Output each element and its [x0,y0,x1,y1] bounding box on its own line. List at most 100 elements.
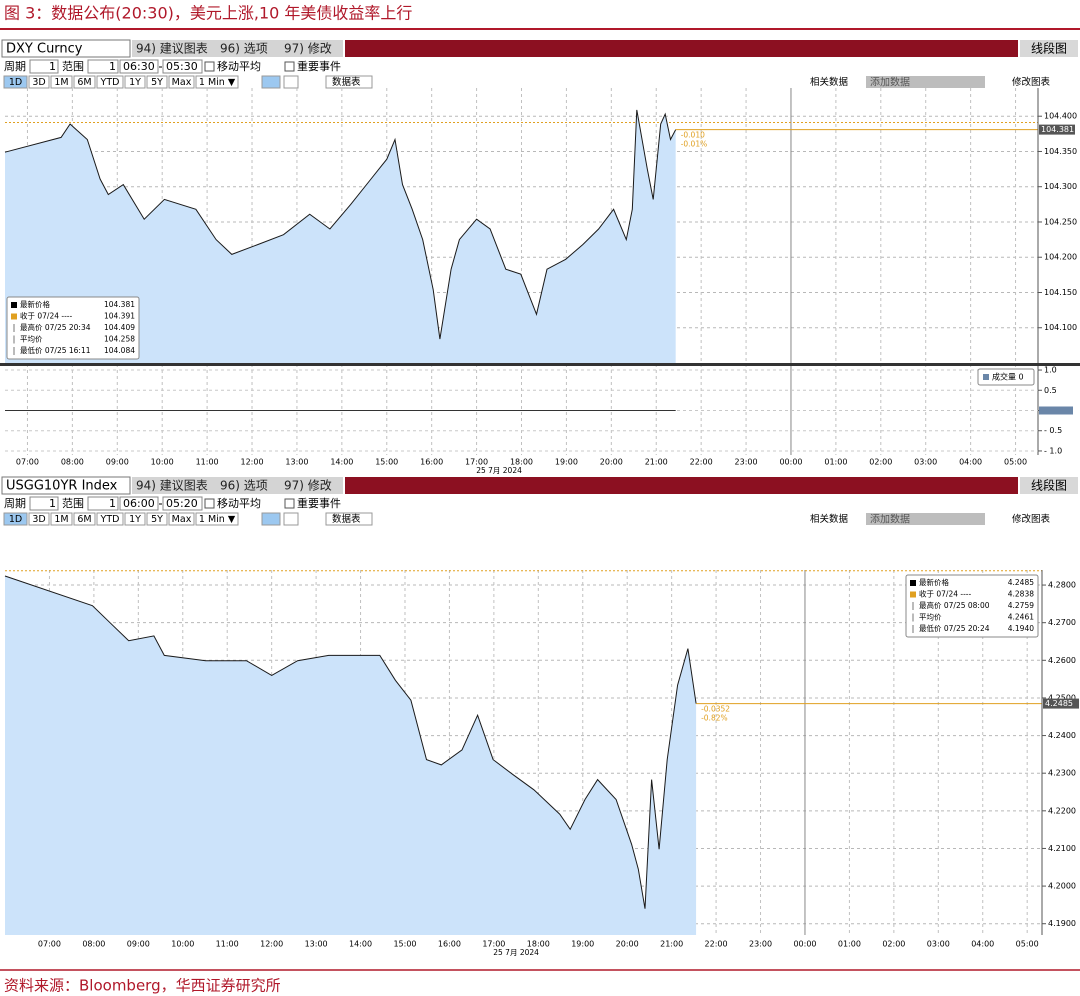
price-line [4,109,677,340]
range-end: 05:30 [166,60,198,73]
period-button-label: Max [172,514,192,525]
period-button[interactable] [50,75,73,89]
x-tick-label: 08:00 [61,458,84,467]
add-data[interactable]: 添加数据 [870,76,910,89]
last-price: 104.381 [1041,125,1074,134]
add-data[interactable]: 添加数据 [870,513,910,526]
legend-icon [910,591,916,598]
ticker-box [1,39,131,58]
period-button-label: 1M [54,514,68,525]
period-button[interactable] [3,75,28,89]
input [29,496,59,511]
period-button-label: YTD [100,514,120,525]
period: 1 [49,60,56,73]
style-box [1020,40,1078,57]
y-tick-label: 0.5 [1044,386,1057,395]
period-button[interactable] [3,512,28,526]
legend-label: 收于 07/24 ---- [919,589,972,599]
menu-item[interactable]: 97) 修改 [284,41,332,56]
title-bar [345,40,1018,57]
change-label: -0.010 [681,131,705,140]
related[interactable]: 相关数据 [810,513,849,525]
period-button[interactable] [168,512,195,526]
related[interactable]: 相关数据 [810,76,849,88]
period-button[interactable] [50,512,73,526]
ticker: USGG10YR Index [6,479,118,494]
period-button[interactable] [96,512,124,526]
edit-chart[interactable]: 修改图表 [1012,513,1051,525]
price-line [4,575,697,909]
period-button[interactable] [73,512,96,526]
color-swatch [261,75,281,89]
checkbox[interactable] [204,498,215,509]
x-tick-label: 03:00 [914,458,937,467]
legend-icon [910,580,916,586]
period-button[interactable] [96,75,124,89]
period-button[interactable] [73,75,96,89]
checkbox[interactable] [284,498,295,509]
color-swatch [283,75,299,89]
color-swatch [261,512,281,526]
volume-legend [977,368,1035,386]
last-price: 4.2485 [1045,699,1073,708]
period-button-label: 5Y [151,514,163,525]
period-button[interactable] [146,512,168,526]
period-button[interactable] [28,75,50,89]
area-fill [5,576,697,935]
x-tick-label: 00:00 [779,458,802,467]
x-tick-label: 13:00 [285,458,308,467]
area-fill [5,109,676,364]
x-tick-label: 10:00 [171,940,194,949]
edit-chart[interactable]: 修改图表 [1012,76,1051,88]
period-button-label: YTD [100,77,120,88]
range-label: 范围 [62,59,84,73]
checkbox[interactable] [284,61,295,72]
menu-item[interactable]: 96) 选项 [220,42,268,56]
menu-item[interactable]: 96) 选项 [220,479,268,493]
input [87,496,119,511]
period-button[interactable] [195,75,239,89]
legend-label: 收于 07/24 ---- [20,311,73,321]
x-tick-label: 11:00 [216,940,239,949]
y-tick-label: 4.1900 [1048,919,1076,928]
legend-value: 104.381 [104,300,135,309]
range: 1 [109,497,116,510]
x-tick-label: 04:00 [971,940,994,949]
x-tick-label: 18:00 [510,458,533,467]
x-tick-label: 19:00 [555,458,578,467]
x-tick-label: 05:00 [1016,940,1039,949]
x-tick-label: 04:00 [959,458,982,467]
legend-value: 4.2838 [1008,590,1034,599]
x-date: 25 7月 2024 [476,466,522,475]
x-tick-label: 12:00 [260,940,283,949]
input [119,59,159,74]
table-button[interactable] [325,75,373,89]
period-button[interactable] [124,75,146,89]
y-tick-label: - 1.0 [1044,446,1062,455]
y-tick-label: 4.2200 [1048,806,1076,815]
menu-item[interactable]: 94) 建议图表 [136,42,208,56]
period-label: 周期 [4,60,26,73]
menu-item[interactable]: 94) 建议图表 [136,479,208,493]
table-button[interactable] [325,512,373,526]
legend-label: 平均价 [20,334,43,344]
checkbox[interactable] [204,61,215,72]
period-button[interactable] [195,512,239,526]
period-label: 周期 [4,497,26,510]
period-button[interactable] [28,512,50,526]
period-button-label: 1D [9,514,22,525]
menu-bar [132,40,343,57]
y-tick-label: 104.300 [1044,182,1077,191]
input [29,59,59,74]
period-button[interactable] [124,512,146,526]
y-tick-label: 4.2700 [1048,618,1076,627]
x-tick-label: 16:00 [420,458,443,467]
period-button-label: 5Y [151,77,163,88]
period-button-label: 1 Min ▼ [199,514,236,525]
period-button[interactable] [168,75,195,89]
x-tick-label: 10:00 [151,458,174,467]
menu-item[interactable]: 97) 修改 [284,478,332,493]
period-button[interactable] [146,75,168,89]
period-button-label: 3D [32,77,45,88]
